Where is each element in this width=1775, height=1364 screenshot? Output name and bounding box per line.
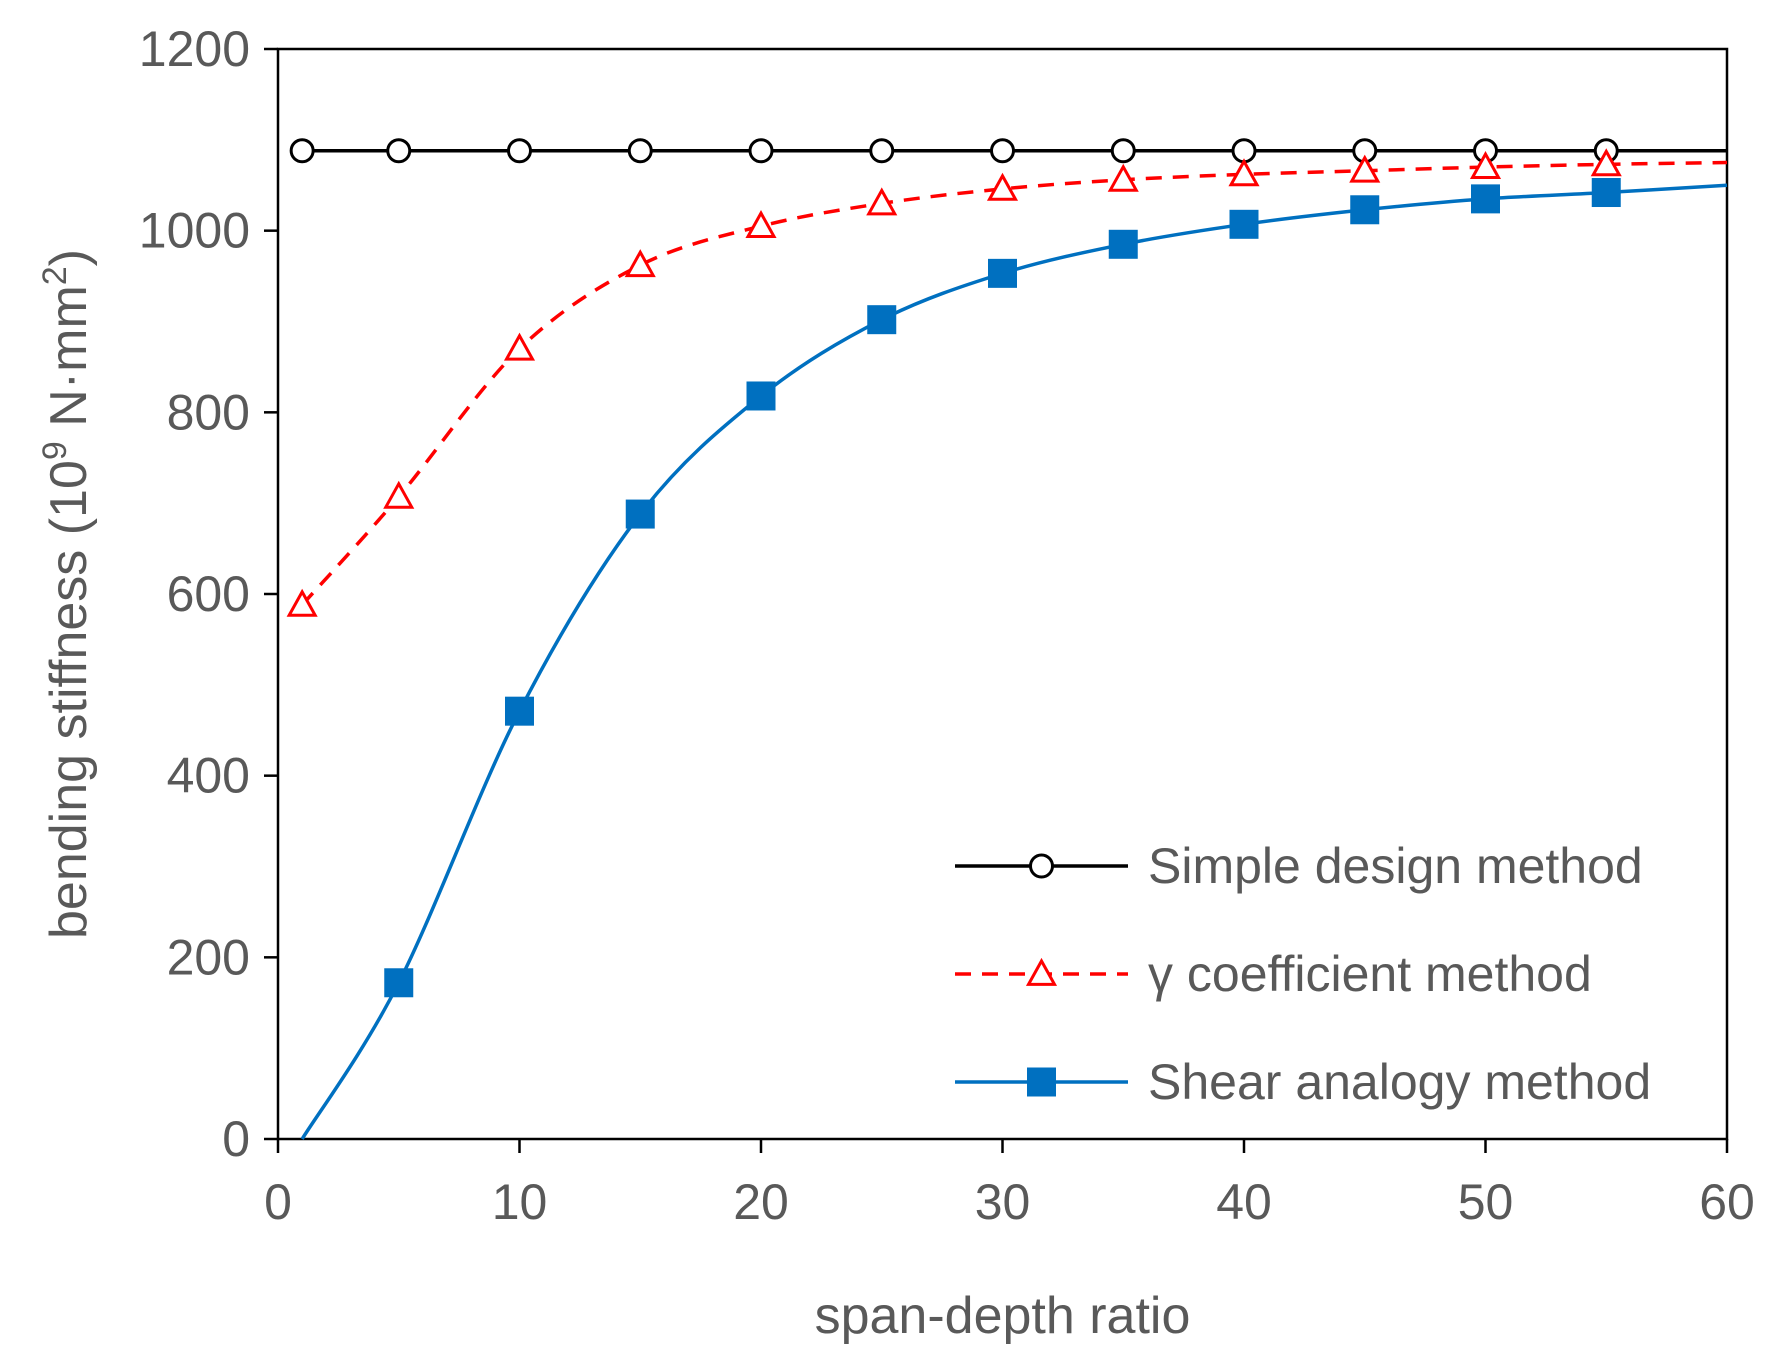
legend-label: Simple design method bbox=[1148, 838, 1643, 894]
axis-labels: span-depth ratio bending stiffness (109 N… bbox=[36, 249, 1190, 1345]
x-tick-label: 10 bbox=[492, 1174, 548, 1230]
y-tick-label: 800 bbox=[167, 384, 250, 440]
data-point bbox=[505, 696, 534, 726]
y-axis-title-middle: N·mm bbox=[40, 285, 98, 441]
legend-item-simple-design-method: Simple design method bbox=[955, 838, 1643, 894]
legend-marker bbox=[1025, 957, 1058, 986]
data-point bbox=[866, 187, 898, 216]
series-line bbox=[300, 160, 1728, 607]
x-axis-title: span-depth ratio bbox=[815, 1287, 1191, 1345]
data-point bbox=[383, 480, 415, 509]
data-point bbox=[289, 138, 315, 164]
data-point bbox=[986, 172, 1019, 201]
x-tick-label: 60 bbox=[1699, 1174, 1755, 1230]
x-tick-label: 40 bbox=[1216, 1174, 1272, 1230]
data-point bbox=[1107, 163, 1139, 192]
series-2 bbox=[286, 148, 1728, 617]
data-point bbox=[624, 249, 656, 278]
y-tick-label: 400 bbox=[167, 748, 250, 804]
y-tick-label: 1000 bbox=[139, 203, 250, 259]
y-axis-title-exp1: 9 bbox=[36, 441, 74, 460]
data-point bbox=[745, 210, 777, 239]
data-point bbox=[867, 305, 897, 335]
series-1 bbox=[289, 138, 1728, 164]
data-point bbox=[503, 332, 536, 361]
data-point bbox=[507, 138, 532, 164]
y-axis-title-suffix: ) bbox=[40, 249, 98, 266]
y-tick-label: 1200 bbox=[139, 21, 250, 77]
data-point bbox=[286, 588, 318, 617]
data-point bbox=[1108, 229, 1138, 259]
x-tick-label: 20 bbox=[733, 1174, 789, 1230]
data-point bbox=[1349, 154, 1381, 183]
series-line bbox=[300, 183, 1728, 1140]
series-layer bbox=[286, 138, 1728, 1140]
legend-label: Shear analogy method bbox=[1148, 1054, 1651, 1110]
data-point bbox=[625, 499, 655, 529]
data-point bbox=[1350, 195, 1380, 225]
x-tick-label: 50 bbox=[1458, 1174, 1514, 1230]
legend-label: γ coefficient method bbox=[1148, 946, 1592, 1002]
data-point bbox=[1110, 138, 1136, 164]
data-point bbox=[748, 138, 774, 164]
data-point bbox=[1228, 158, 1260, 187]
data-point bbox=[384, 968, 414, 998]
data-point bbox=[1471, 184, 1500, 214]
data-point bbox=[988, 258, 1017, 288]
legend: Simple design method γ coefficient method… bbox=[955, 838, 1651, 1110]
x-tick-label: 0 bbox=[264, 1174, 292, 1230]
x-tick-label: 30 bbox=[975, 1174, 1031, 1230]
y-tick-label: 200 bbox=[167, 929, 250, 985]
data-point bbox=[1469, 150, 1502, 179]
data-point bbox=[627, 138, 653, 164]
data-point bbox=[746, 381, 776, 411]
data-point bbox=[386, 138, 412, 164]
y-tick-label: 600 bbox=[167, 566, 250, 622]
y-axis-title-exp2: 2 bbox=[36, 266, 74, 285]
data-point bbox=[1590, 148, 1622, 177]
y-tick-label: 0 bbox=[222, 1111, 250, 1167]
data-point bbox=[990, 138, 1015, 164]
y-axis-title: bending stiffness (109 N·mm2) bbox=[36, 249, 98, 939]
legend-item-shear-analogy-method: Shear analogy method bbox=[955, 1054, 1651, 1110]
legend-marker bbox=[1029, 853, 1054, 879]
data-point bbox=[869, 138, 895, 164]
legend-marker bbox=[1027, 1067, 1056, 1097]
data-point bbox=[1229, 209, 1259, 239]
data-point bbox=[1591, 178, 1621, 208]
series-3 bbox=[300, 178, 1728, 1140]
legend-item-coefficient-method: γ coefficient method bbox=[955, 946, 1592, 1002]
y-axis-title-prefix: bending stiffness (10 bbox=[40, 460, 98, 939]
